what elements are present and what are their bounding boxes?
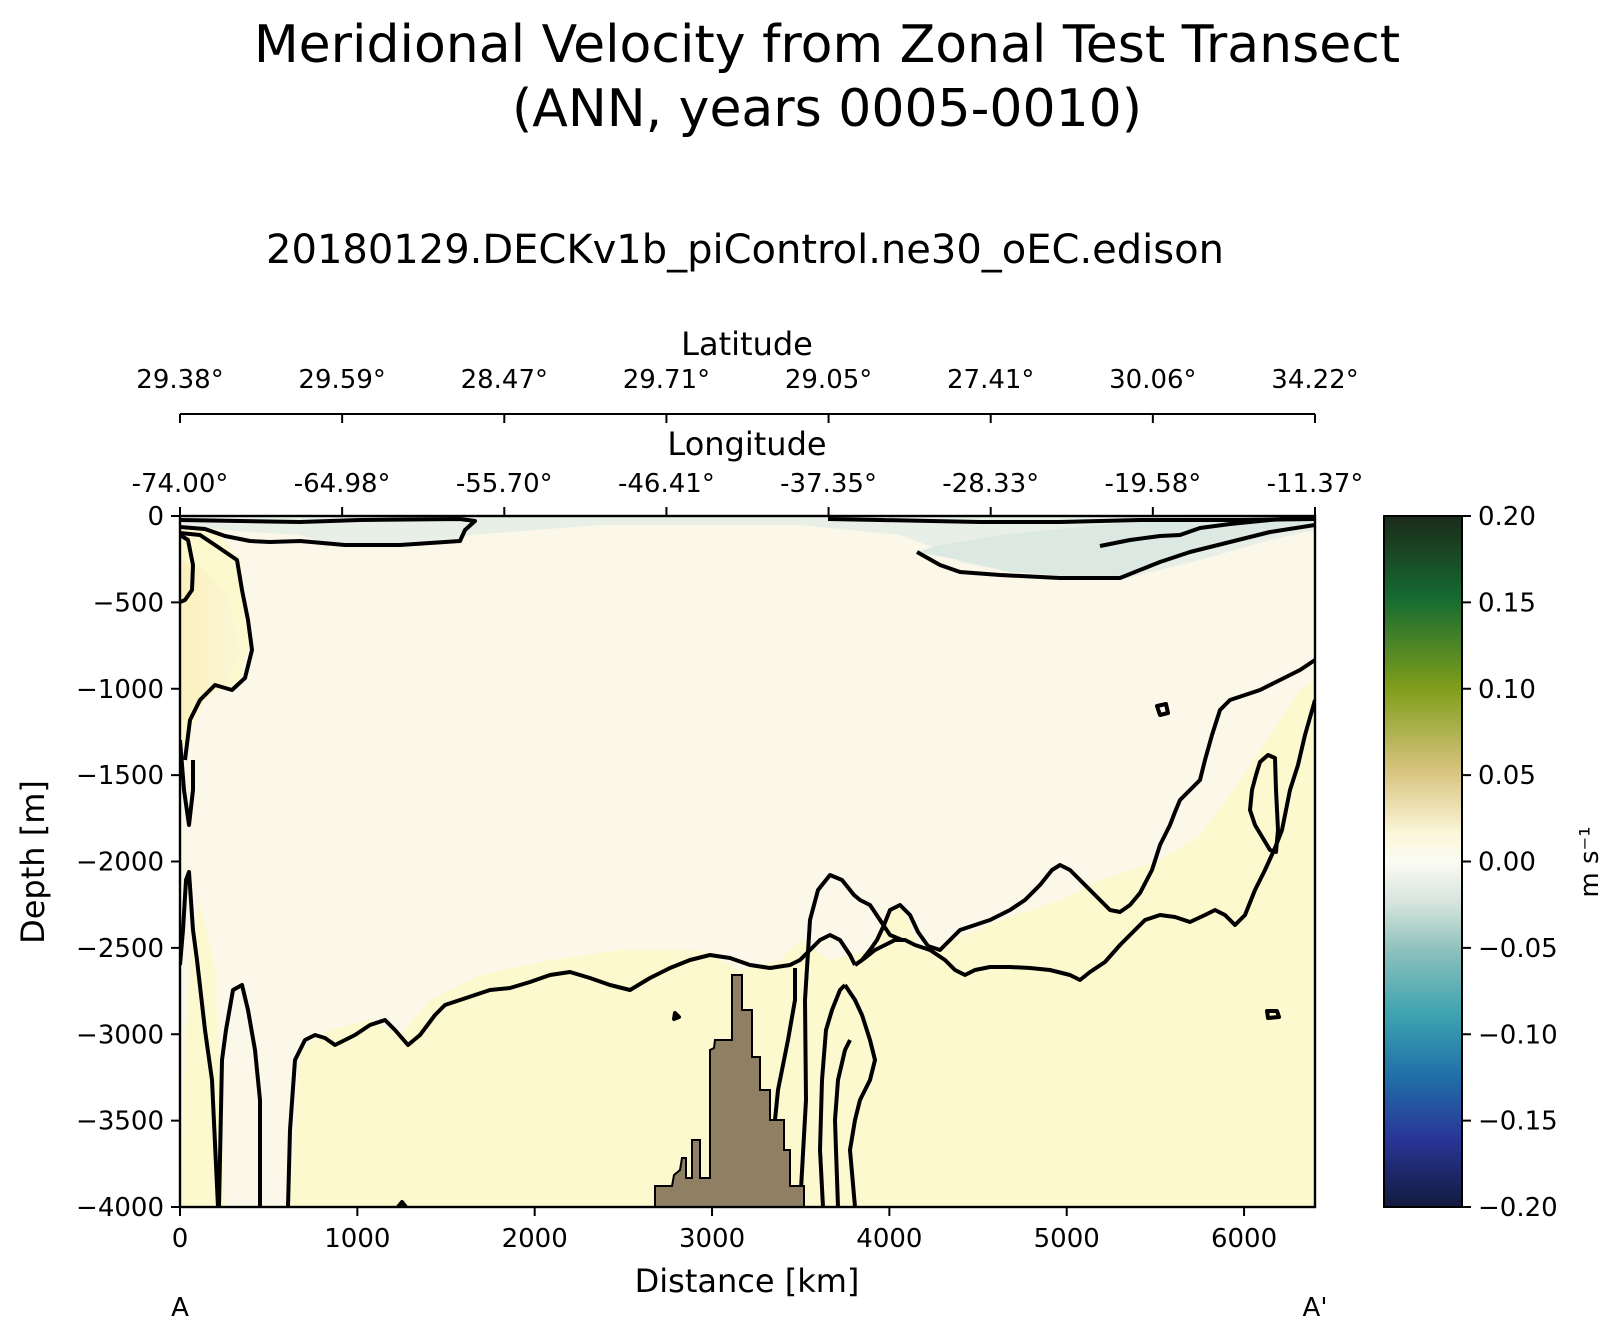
zero-contour-line (672, 1011, 681, 1021)
x-tick-label: 1000 (324, 1224, 390, 1254)
y-tick-label: −500 (93, 588, 164, 618)
colorbar-tick-label: 0.00 (1478, 848, 1536, 878)
x-tick-label: 0 (172, 1224, 189, 1254)
colorbar-tick-label: 0.20 (1478, 502, 1536, 532)
x-axis: 0 1000 2000 3000 4000 5000 6000 (172, 1207, 1277, 1254)
y-tick-label: −2000 (76, 848, 164, 878)
field-negative-surface-right (917, 516, 1315, 580)
zero-contour-line (286, 933, 857, 1207)
zero-contour-line (853, 699, 1315, 982)
zero-contour-line (833, 1039, 852, 1207)
zero-contour-line (916, 523, 1315, 580)
y-tick-label: −1000 (76, 675, 164, 705)
colorbar-tick-label: −0.05 (1478, 934, 1558, 964)
plot-area (180, 516, 1315, 1207)
latitude-axis-label: Latitude (681, 325, 813, 363)
zero-contour-line (180, 517, 477, 547)
colorbar-tick-label: −0.20 (1478, 1193, 1558, 1223)
longitude-tick-label: -55.70° (456, 469, 553, 499)
zero-contour-line (827, 517, 1315, 524)
colorbar-axis: 0.20 0.15 0.10 0.05 0.00 −0.05 −0.10 −0.15 −0.20 (1462, 502, 1558, 1223)
chart-title-line2: (ANN, years 0005-0010) (512, 79, 1142, 139)
longitude-tick-label: -46.41° (618, 469, 715, 499)
y-tick-label: −1500 (76, 761, 164, 791)
chart-title: Meridional Velocity from Zonal Test Tran… (254, 15, 1400, 75)
y-axis: 0 −500 −1000 −1500 −2000 −2500 −3000 −3500 −4000 (76, 502, 180, 1223)
latitude-tick-label: 28.47° (461, 365, 548, 395)
y-tick-label: −3500 (76, 1107, 164, 1137)
longitude-tick-label: -74.00° (132, 469, 229, 499)
latitude-tick-label: 29.59° (298, 365, 385, 395)
zero-contour-line (217, 983, 262, 1207)
longitude-tick-label: -37.35° (780, 469, 877, 499)
zero-contour-line (798, 873, 903, 1207)
x-axis-label: Distance [km] (635, 1262, 860, 1300)
x-tick-label: 2000 (502, 1224, 568, 1254)
latitude-tick-label: 29.71° (623, 365, 710, 395)
latitude-tick-label: 29.38° (136, 365, 223, 395)
zero-contour-line (1155, 702, 1170, 717)
y-tick-label: −2500 (76, 934, 164, 964)
zero-contour-line (180, 739, 195, 827)
longitude-tick-label: -11.37° (1267, 469, 1364, 499)
x-tick-label: 4000 (856, 1224, 922, 1254)
longitude-axis-label: Longitude (667, 425, 826, 463)
chart-subtitle: 20180129.DECKv1b_piControl.ne30_oEC.edis… (266, 227, 1224, 273)
colorbar-tick-label: 0.05 (1478, 761, 1536, 791)
colorbar-label: m s⁻¹ (1575, 826, 1605, 897)
zero-contour-line (180, 533, 195, 604)
latitude-tick-label: 34.22° (1271, 365, 1358, 395)
zero-contour-line (396, 1200, 408, 1207)
transect-start-label: A (171, 1293, 189, 1323)
latitude-tick-label: 30.06° (1109, 365, 1196, 395)
longitude-tick-label: -64.98° (294, 469, 391, 499)
longitude-axis: -74.00° -64.98° -55.70° -46.41° -37.35° -28.3… (132, 469, 1364, 516)
colorbar-tick-label: −0.10 (1478, 1020, 1558, 1050)
transect-end-label: A' (1303, 1293, 1328, 1323)
field-positive-deep-region (870, 680, 1315, 1207)
colorbar-tick-label: −0.15 (1478, 1107, 1558, 1137)
y-tick-label: −4000 (76, 1193, 164, 1223)
zero-contour-line (843, 983, 877, 1207)
latitude-axis: 29.38° 29.59° 28.47° 29.71° 29.05° 27.41° 30.0… (136, 365, 1359, 423)
longitude-tick-label: -28.33° (942, 469, 1039, 499)
zero-contour-line (853, 658, 1315, 967)
y-tick-label: 0 (147, 502, 164, 532)
zero-contour-line (180, 870, 220, 1207)
zero-contour-line (180, 531, 254, 761)
longitude-tick-label: -19.58° (1104, 469, 1201, 499)
zero-contour-line (1265, 1009, 1281, 1020)
zero-contour-line (1248, 753, 1280, 854)
zero-contours (180, 516, 1315, 1207)
colorbar-tick-label: 0.10 (1478, 675, 1536, 705)
field-positive-surface-left (180, 560, 240, 720)
latitude-tick-label: 27.41° (947, 365, 1034, 395)
x-tick-label: 3000 (679, 1224, 745, 1254)
colorbar-tick-label: 0.15 (1478, 588, 1536, 618)
x-tick-label: 6000 (1211, 1224, 1277, 1254)
x-tick-label: 5000 (1034, 1224, 1100, 1254)
y-axis-label: Depth [m] (14, 780, 52, 944)
colorbar (1383, 515, 1463, 1208)
zero-contour-line (818, 983, 847, 1207)
latitude-tick-label: 29.05° (785, 365, 872, 395)
bathymetry (654, 974, 805, 1207)
y-tick-label: −3000 (76, 1020, 164, 1050)
